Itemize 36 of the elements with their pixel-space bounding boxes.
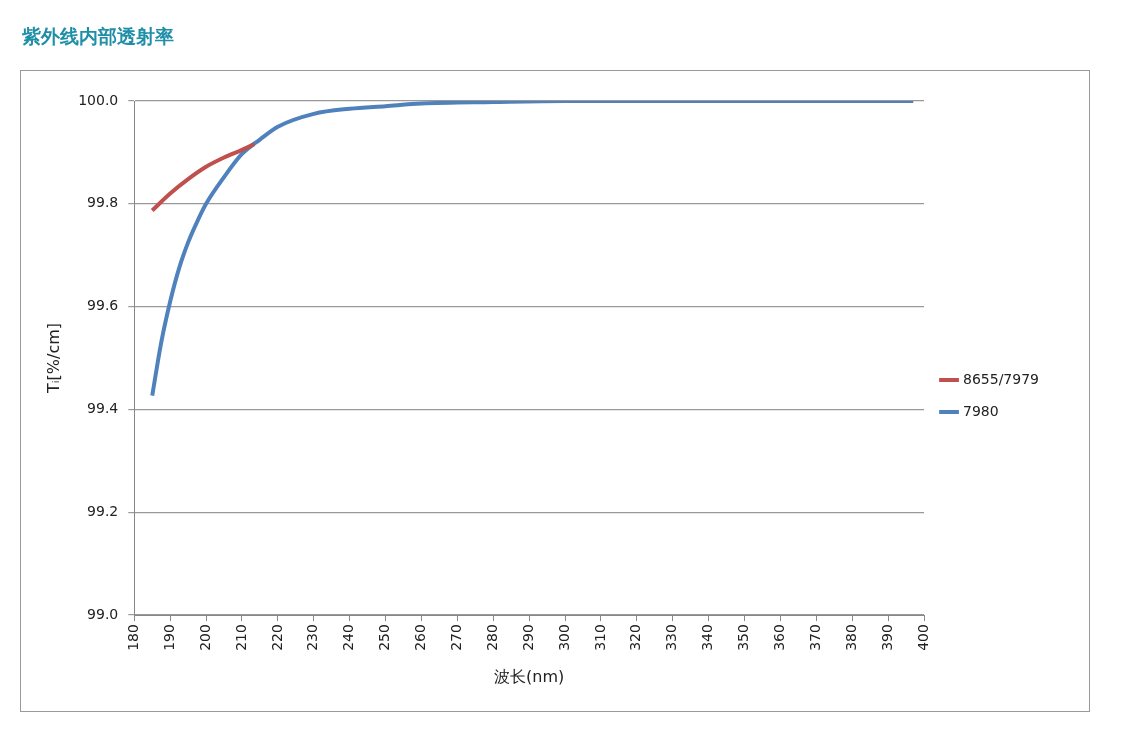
y-tick-label: 99.6 [87,297,119,314]
x-tick-label: 240 [340,624,357,651]
y-tick-label: 99.8 [87,194,119,211]
x-tick-label: 210 [232,624,249,651]
x-tick-label: 220 [268,624,285,651]
x-tick-label: 340 [699,624,716,651]
legend-label: 8655/7979 [963,370,1040,387]
x-tick-label: 350 [735,624,752,651]
x-tick-label: 300 [555,624,572,651]
x-tick-label: 250 [376,624,393,651]
chart-title: 紫外线内部透射率 [22,24,174,49]
x-tick-label: 280 [483,624,500,651]
line-series [150,101,916,398]
x-tick-label: 400 [914,624,931,651]
x-tick-label: 380 [842,624,859,651]
x-tick-label: 360 [771,624,788,651]
x-tick-label: 390 [878,624,895,651]
y-tick-label: 99.0 [87,605,119,622]
x-tick-label: 310 [591,624,608,651]
x-tick-label: 230 [304,624,321,651]
x-tick-label: 190 [160,624,177,651]
y-tick-label: 99.2 [87,502,119,519]
x-tick-label: 330 [663,624,680,651]
line-series [150,142,257,213]
x-tick-label: 320 [627,624,644,651]
x-tick-label: 290 [519,624,536,651]
x-axis-title: 波长(nm) [494,666,565,686]
legend-label: 7980 [963,402,999,419]
x-tick-label: 180 [124,624,141,651]
y-tick-label: 99.4 [87,400,119,417]
x-tick-label: 370 [806,624,823,651]
x-tick-label: 260 [412,624,429,651]
y-tick-label: 100.0 [78,91,119,108]
y-axis-title: Tᵢ[%/cm] [43,322,63,395]
x-tick-label: 200 [196,624,213,651]
x-tick-label: 270 [448,624,464,651]
